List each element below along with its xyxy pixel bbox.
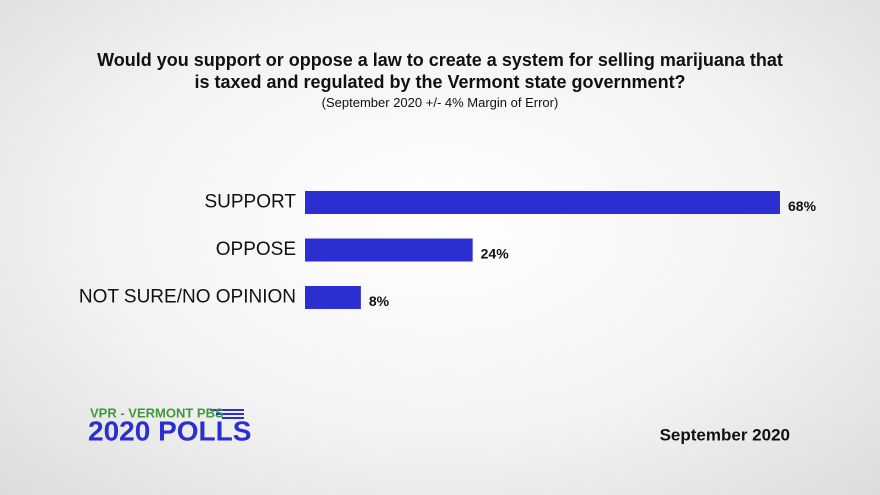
date: September 2020: [660, 425, 790, 444]
logo-line2: 2020 POLLS: [88, 415, 251, 446]
value-label: 24%: [481, 246, 510, 262]
bar: [305, 238, 473, 262]
logo-line1: VPR - VERMONT PBS: [90, 405, 224, 420]
bar: [305, 191, 780, 214]
chart-title: Would you support or oppose a law to cre…: [97, 50, 783, 92]
bar: [305, 286, 361, 309]
value-label: 68%: [788, 198, 817, 214]
category-label: OPPOSE: [216, 239, 296, 260]
value-label: 8%: [369, 293, 390, 309]
logo-icon: [210, 409, 244, 419]
category-label: SUPPORT: [204, 192, 296, 213]
category-label: NOT SURE/NO OPINION: [79, 287, 296, 308]
chart-subtitle: (September 2020 +/- 4% Margin of Error): [321, 95, 559, 110]
